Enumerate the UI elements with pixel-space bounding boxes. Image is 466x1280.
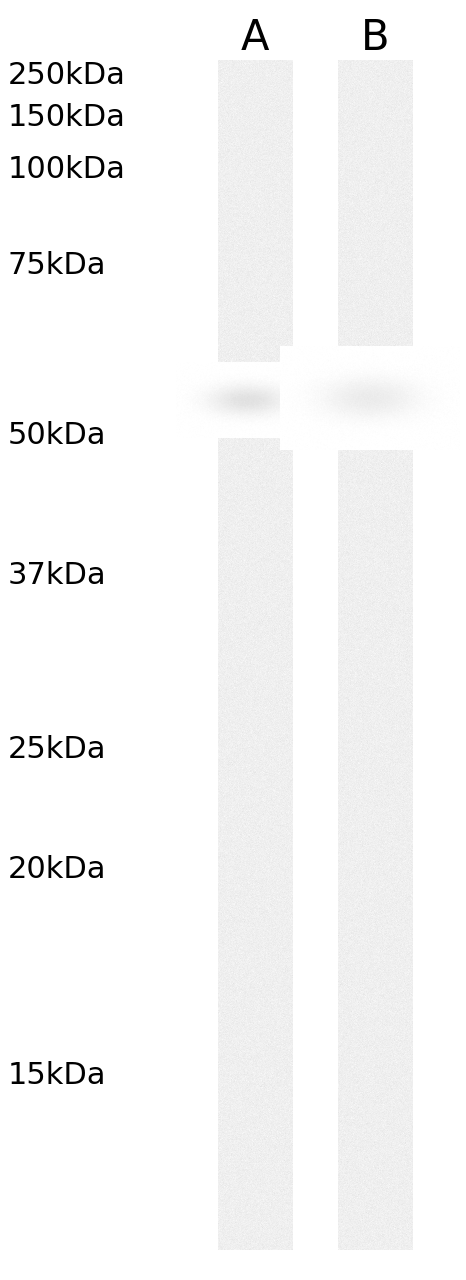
- Text: B: B: [361, 17, 389, 59]
- Text: 15kDa: 15kDa: [8, 1061, 107, 1089]
- Text: 150kDa: 150kDa: [8, 104, 126, 133]
- Text: 50kDa: 50kDa: [8, 421, 107, 449]
- Text: 75kDa: 75kDa: [8, 251, 107, 279]
- Text: A: A: [241, 17, 269, 59]
- Text: 100kDa: 100kDa: [8, 155, 126, 184]
- Text: 250kDa: 250kDa: [8, 60, 126, 90]
- Text: 37kDa: 37kDa: [8, 561, 107, 590]
- Text: 25kDa: 25kDa: [8, 736, 107, 764]
- Text: 20kDa: 20kDa: [8, 855, 107, 884]
